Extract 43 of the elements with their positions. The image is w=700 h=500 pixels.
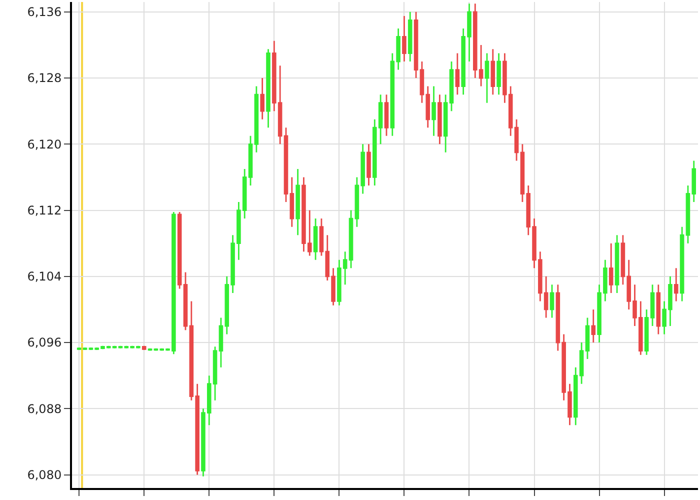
y-tick-label: 6,112 (27, 203, 62, 218)
candlestick (142, 345, 146, 351)
candlestick (490, 48, 496, 96)
candlestick (608, 242, 614, 294)
candlestick (656, 284, 661, 335)
candlestick (443, 94, 448, 154)
y-tick-label: 6,096 (27, 336, 62, 350)
y-tick-label: 6,088 (27, 402, 62, 416)
candlestick (296, 168, 300, 236)
candlestick (496, 52, 501, 96)
candlestick (449, 60, 454, 112)
y-tick-label: 6,104 (27, 270, 62, 284)
candlestick (680, 226, 684, 302)
candlestick (76, 346, 82, 351)
candlestick (674, 267, 678, 302)
candlestick (402, 15, 406, 62)
candlestick (366, 143, 371, 186)
candlestick (408, 11, 412, 62)
candlestick (432, 86, 436, 137)
candlestick (614, 234, 620, 294)
y-tick-label: 6,120 (27, 137, 62, 152)
candlestick (384, 94, 389, 137)
candlestick (414, 11, 418, 79)
candlestick (650, 284, 655, 327)
candlestick (591, 308, 596, 344)
candlestick (82, 346, 88, 351)
candlestick (266, 48, 270, 128)
y-tick-label: 6,128 (27, 71, 62, 86)
candlestick (313, 218, 318, 261)
candlestick (438, 94, 442, 145)
candlestick (484, 52, 490, 104)
candlestick (260, 77, 264, 120)
candlestick (254, 86, 259, 154)
candlestick (644, 308, 649, 356)
candlestick (455, 52, 460, 96)
candlestick (550, 284, 554, 318)
candlestick (177, 211, 182, 290)
candlestick (183, 272, 188, 331)
candlestick (585, 317, 590, 360)
candlestick (290, 176, 294, 228)
candlestick (284, 126, 288, 203)
y-tick-label: 6,136 (27, 5, 62, 20)
y-tick-label: 6,080 (27, 468, 62, 482)
